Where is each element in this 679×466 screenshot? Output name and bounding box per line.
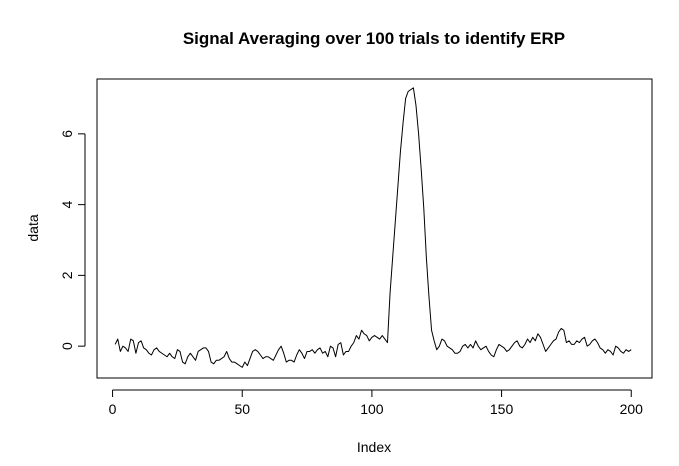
y-tick-label: 0 xyxy=(59,342,75,350)
x-tick-label: 150 xyxy=(490,401,514,417)
series-line-data xyxy=(114,87,632,368)
chart-title: Signal Averaging over 100 trials to iden… xyxy=(183,29,565,48)
x-tick-label: 200 xyxy=(620,401,644,417)
plot-frame xyxy=(96,78,653,379)
x-axis: 0 50 100 150 200 xyxy=(109,389,644,417)
x-tick-label: 0 xyxy=(109,401,117,417)
y-tick-label: 2 xyxy=(59,271,75,279)
x-tick-label: 100 xyxy=(360,401,384,417)
y-axis-label: data xyxy=(25,214,41,241)
x-tick-label: 50 xyxy=(234,401,250,417)
x-axis-label: Index xyxy=(357,439,391,455)
y-axis: 0 2 4 6 xyxy=(59,130,86,350)
y-tick-label: 4 xyxy=(59,201,75,209)
y-tick-label: 6 xyxy=(59,130,75,138)
